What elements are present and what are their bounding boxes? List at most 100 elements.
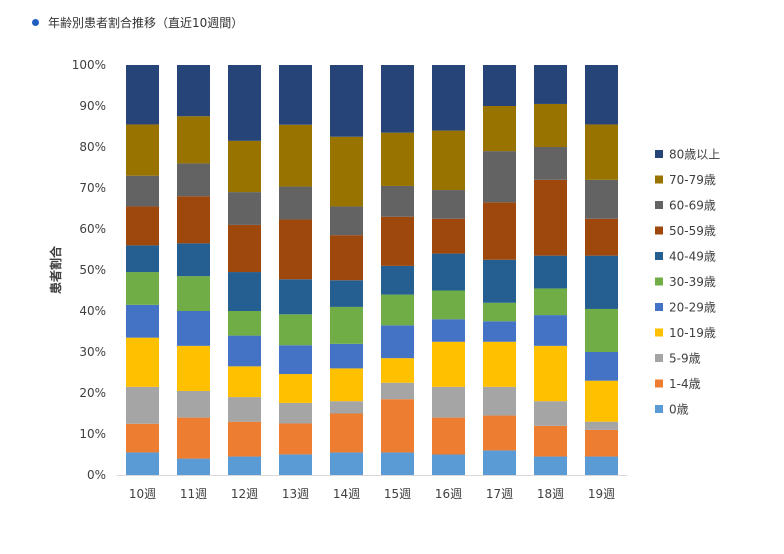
bar-segment <box>177 163 210 197</box>
y-tick-label: 60% <box>79 222 106 236</box>
x-tick-label: 15週 <box>384 487 411 501</box>
bar-segment <box>330 343 363 369</box>
bar-segment <box>330 306 363 344</box>
bar-segment <box>381 265 414 295</box>
bar-segment <box>585 352 618 381</box>
bar-segment <box>228 224 261 273</box>
bar-segment <box>534 288 567 316</box>
legend-label: 1-4歳 <box>669 377 701 391</box>
legend-label: 5-9歳 <box>669 352 701 366</box>
bar-segment <box>432 253 465 291</box>
bar-segment <box>483 341 516 387</box>
bar-segment <box>126 65 159 125</box>
bar-segment <box>330 136 363 207</box>
bar-segment <box>177 276 210 311</box>
bar-segment <box>585 124 618 180</box>
legend-label: 30-39歳 <box>669 275 716 289</box>
chart-title: 年齢別患者割合推移（直近10週間） <box>48 16 244 30</box>
bar-segment <box>381 294 414 326</box>
x-tick-label: 12週 <box>231 487 258 501</box>
bar-segment <box>228 335 261 367</box>
bar-segment <box>432 319 465 342</box>
bar-segment <box>279 124 312 187</box>
bar-segment <box>279 374 312 403</box>
bar-segment <box>585 255 618 309</box>
bar-segment <box>483 450 516 475</box>
bar-segment <box>483 386 516 416</box>
legend-label: 0歳 <box>669 403 689 417</box>
bar-segment <box>432 417 465 455</box>
bar-segment <box>381 399 414 453</box>
bar-segment <box>126 386 159 424</box>
y-tick-label: 100% <box>72 58 106 72</box>
bar-segment <box>534 147 567 180</box>
bar-segment <box>483 259 516 303</box>
bar-segment <box>330 206 363 236</box>
bar-segment <box>126 206 159 246</box>
legend-swatch <box>655 252 663 260</box>
bar-segment <box>483 65 516 106</box>
bar-segment <box>381 65 414 133</box>
bar-segment <box>279 279 312 315</box>
bar-segment <box>534 65 567 104</box>
x-tick-label: 17週 <box>486 487 513 501</box>
chart-header: 年齢別患者割合推移（直近10週間） <box>32 14 243 31</box>
y-tick-label: 0% <box>87 468 106 482</box>
bar-segment <box>330 368 363 402</box>
bar-segment <box>177 243 210 277</box>
legend-swatch <box>655 328 663 337</box>
bar-segment <box>483 302 516 322</box>
bar-segment <box>585 179 618 219</box>
legend-label: 70-79歳 <box>669 173 716 187</box>
bar-segment <box>585 218 618 256</box>
bar-segment <box>534 401 567 426</box>
legend-label: 80歳以上 <box>669 148 720 162</box>
bar-segment <box>126 124 159 176</box>
bar-segment <box>330 235 363 281</box>
bar-segment <box>228 192 261 225</box>
bar-segment <box>534 179 567 256</box>
bar-segment <box>177 390 210 418</box>
bar-segment <box>534 315 567 346</box>
y-tick-label: 70% <box>79 181 106 195</box>
bar-segment <box>279 423 312 455</box>
bar-segment <box>330 280 363 307</box>
x-tick-label: 13週 <box>282 487 309 501</box>
legend-swatch <box>655 303 663 311</box>
bar-segment <box>177 311 210 346</box>
bar-segment <box>432 454 465 475</box>
bar-segment <box>330 413 363 453</box>
bar-segment <box>279 345 312 375</box>
bar-segment <box>432 218 465 254</box>
legend-swatch <box>655 226 663 235</box>
bar-segment <box>126 272 159 305</box>
bar-segment <box>381 325 414 359</box>
legend-swatch <box>655 150 663 158</box>
bar-segment <box>483 202 516 260</box>
bar-segment <box>177 345 210 391</box>
x-tick-label: 18週 <box>537 487 564 501</box>
y-tick-label: 50% <box>79 263 106 277</box>
legend-label: 10-19歳 <box>669 326 716 340</box>
bar-segment <box>126 452 159 475</box>
bar-segment <box>381 382 414 400</box>
bar-segment <box>330 401 363 414</box>
bar-segment <box>381 216 414 266</box>
x-tick-label: 10週 <box>129 487 156 501</box>
bar-segment <box>330 65 363 137</box>
bar-segment <box>279 65 312 125</box>
bar-segment <box>432 65 465 131</box>
bar-segment <box>126 245 159 273</box>
bar-segment <box>432 386 465 418</box>
y-tick-label: 30% <box>79 345 106 359</box>
bar-segment <box>534 456 567 475</box>
bar-segment <box>432 190 465 219</box>
bar-segment <box>381 358 414 383</box>
legend-swatch <box>655 354 663 362</box>
bar-segment <box>126 423 159 453</box>
x-tick-label: 11週 <box>180 487 207 501</box>
bar-segment <box>177 417 210 459</box>
title-bullet-icon <box>32 19 39 26</box>
y-tick-label: 20% <box>79 386 106 400</box>
